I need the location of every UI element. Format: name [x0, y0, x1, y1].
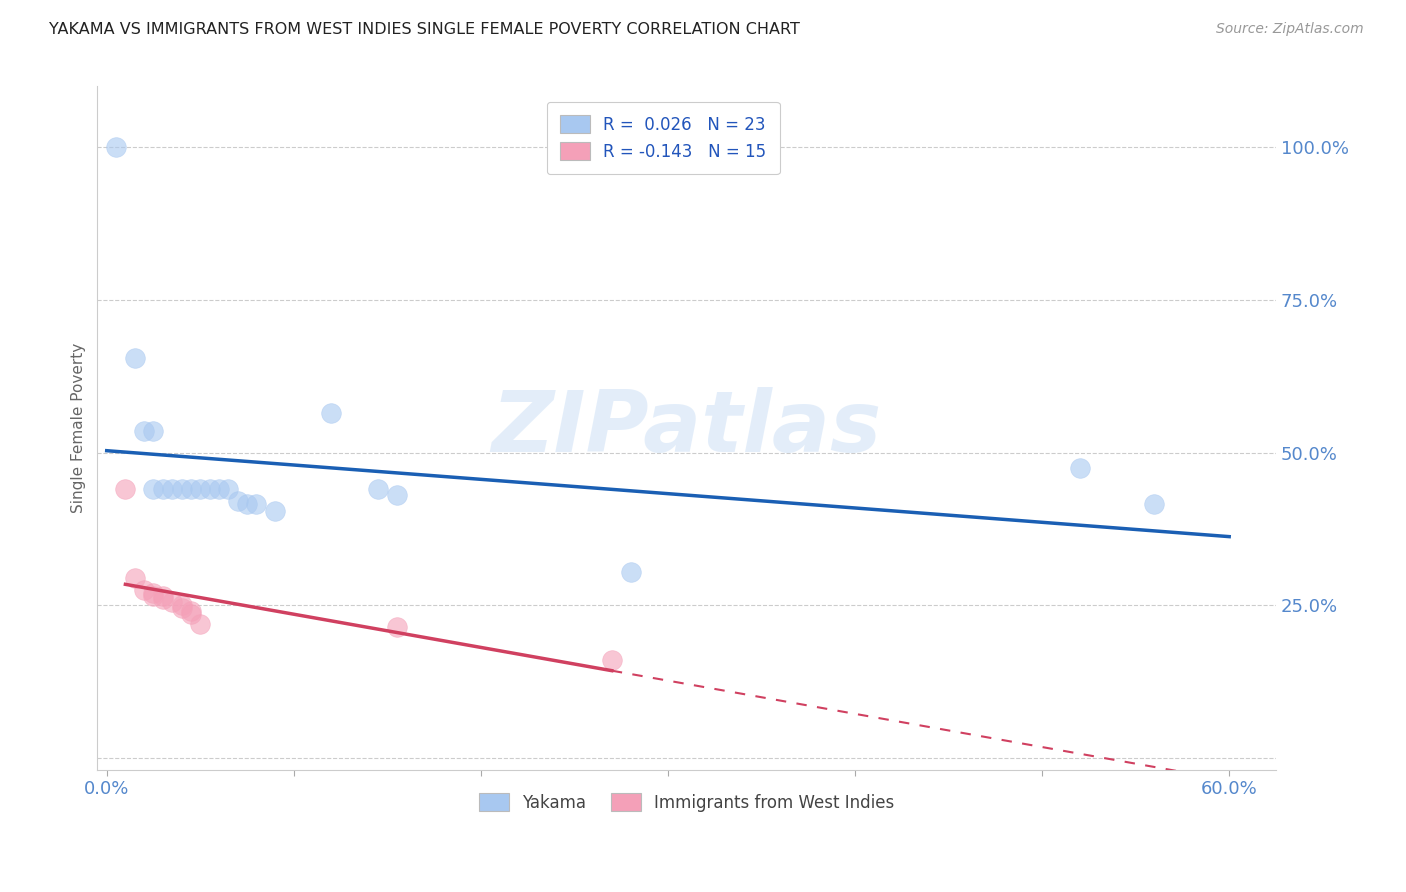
Point [152, 589, 174, 603]
Point [367, 482, 389, 496]
Point [114, 482, 136, 496]
Point [160, 482, 183, 496]
Point [217, 482, 239, 496]
Point [198, 482, 221, 496]
Point [321, 406, 343, 420]
Point [180, 607, 202, 622]
Point [142, 589, 165, 603]
Point [226, 494, 249, 508]
Point [188, 482, 211, 496]
Point [152, 592, 174, 607]
Point [142, 424, 165, 438]
Point [385, 619, 408, 633]
Point [619, 565, 641, 579]
Point [124, 351, 146, 365]
Legend: Yakama, Immigrants from West Indies: Yakama, Immigrants from West Indies [467, 781, 907, 823]
Point [385, 488, 408, 502]
Point [264, 503, 287, 517]
Point [208, 482, 231, 496]
Point [134, 582, 156, 597]
Point [160, 595, 183, 609]
Point [124, 571, 146, 585]
Point [1143, 498, 1166, 512]
Point [188, 616, 211, 631]
Point [170, 601, 193, 615]
Point [170, 598, 193, 612]
Point [245, 498, 267, 512]
Text: YAKAMA VS IMMIGRANTS FROM WEST INDIES SINGLE FEMALE POVERTY CORRELATION CHART: YAKAMA VS IMMIGRANTS FROM WEST INDIES SI… [49, 22, 800, 37]
Point [236, 498, 259, 512]
Point [170, 482, 193, 496]
Point [180, 604, 202, 618]
Y-axis label: Single Female Poverty: Single Female Poverty [72, 343, 86, 513]
Point [105, 140, 128, 154]
Text: ZIPatlas: ZIPatlas [492, 386, 882, 470]
Point [180, 482, 202, 496]
Point [600, 653, 623, 667]
Point [142, 586, 165, 600]
Point [142, 482, 165, 496]
Point [1069, 461, 1091, 475]
Text: Source: ZipAtlas.com: Source: ZipAtlas.com [1216, 22, 1364, 37]
Point [134, 424, 156, 438]
Point [152, 482, 174, 496]
